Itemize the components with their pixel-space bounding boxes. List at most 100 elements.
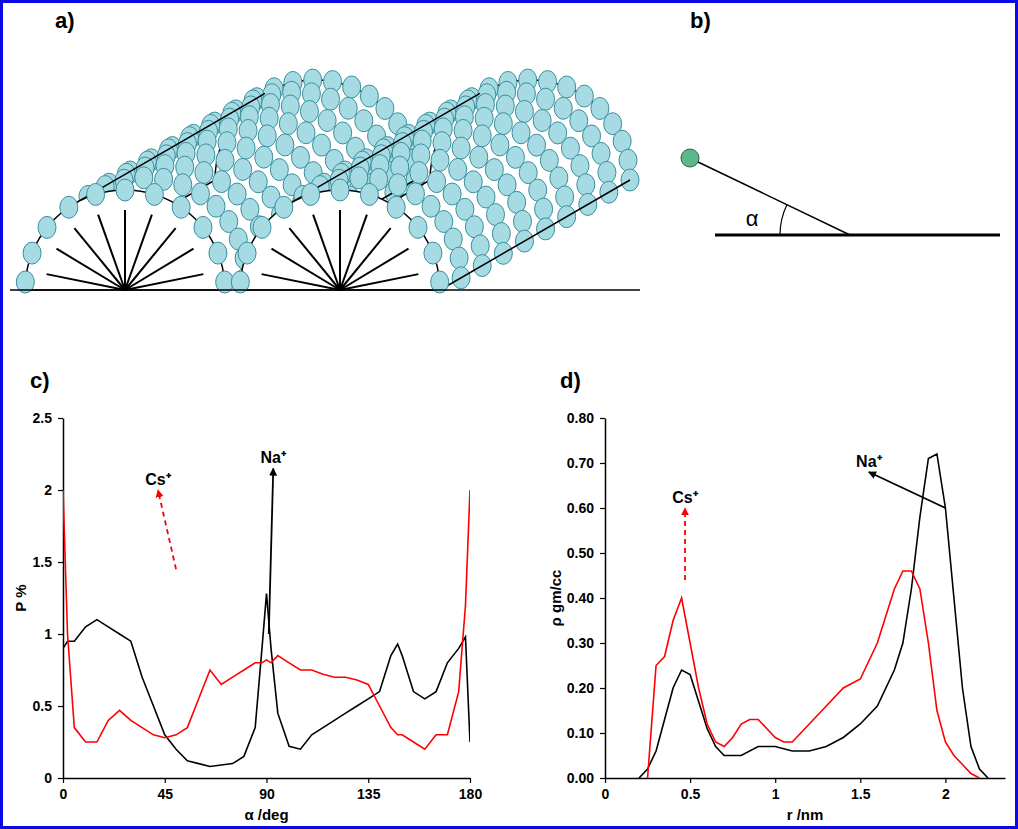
y-tick-mark (600, 643, 605, 644)
head-group (331, 179, 349, 201)
x-tick: 0.5 (681, 778, 701, 802)
y-tick-label: 2.5 (33, 410, 53, 426)
head-group (619, 149, 637, 171)
chart: 00.511.520.000.100.200.300.400.500.600.7… (547, 410, 1006, 823)
head-group (234, 158, 252, 180)
y-tick: 0.50 (567, 545, 605, 561)
x-tick: 1.5 (851, 778, 871, 802)
y-tick-label: 0 (44, 770, 52, 786)
panel-letter: b) (690, 8, 711, 33)
series-line (63, 490, 470, 749)
head-group (409, 216, 427, 238)
y-tick-mark (58, 490, 63, 491)
panel-letter: a) (55, 8, 75, 33)
head-group (387, 196, 405, 218)
y-tick-mark (58, 418, 63, 419)
head-group (213, 171, 231, 193)
x-axis-title: α /deg (244, 806, 288, 823)
head-group (87, 183, 105, 205)
surfactant-tail (125, 215, 152, 290)
panel-letter: d) (560, 368, 581, 393)
head-group (238, 242, 256, 264)
x-tick-mark (775, 778, 776, 783)
y-tick-label: 0.00 (567, 770, 594, 786)
annotation-arrow (269, 468, 274, 634)
base-line (440, 180, 630, 290)
figure-frame (2, 2, 1017, 828)
head-group (513, 210, 531, 232)
head-group (537, 88, 555, 110)
y-tick: 0.80 (567, 410, 605, 426)
annotation-arrow (869, 472, 946, 508)
x-tick: 135 (357, 778, 381, 802)
head-group (410, 162, 428, 184)
x-tick-label: 0.5 (681, 786, 701, 802)
y-tick-label: 0.30 (567, 635, 594, 651)
angle-label: α (746, 206, 759, 231)
y-tick-mark (58, 778, 63, 779)
x-tick-mark (605, 778, 606, 783)
head-group (450, 247, 468, 269)
x-tick-label: 1 (772, 786, 780, 802)
surfactant-tail (340, 274, 418, 290)
y-tick-label: 0.60 (567, 500, 594, 516)
y-tick-label: 0.10 (567, 725, 594, 741)
head-group (174, 174, 192, 196)
x-tick-label: 1.5 (851, 786, 871, 802)
y-tick: 0.20 (567, 680, 605, 696)
head-group (300, 100, 318, 122)
head-group (38, 216, 56, 238)
x-tick-mark (860, 778, 861, 783)
head-group (116, 179, 134, 201)
y-tick-mark (58, 634, 63, 635)
plot-area (639, 454, 988, 778)
panel-b-diagram: α (681, 149, 1000, 235)
x-tick-label: 135 (357, 786, 381, 802)
x-axis-title: r /nm (787, 806, 824, 823)
y-tick: 0.60 (567, 500, 605, 516)
x-tick-label: 90 (259, 786, 275, 802)
surfactant-tail (125, 274, 203, 290)
head-group (172, 196, 190, 218)
hemicylinder (231, 69, 639, 293)
y-tick: 2 (44, 482, 63, 498)
y-tick-label: 0.40 (567, 590, 594, 606)
head-group (255, 146, 273, 168)
series-line (63, 594, 470, 767)
y-tick: 0.40 (567, 590, 605, 606)
figure: a)b)c)d)α0459013518000.511.522.5Na⁺Cs⁺α … (0, 0, 1018, 829)
y-tick: 0.30 (567, 635, 605, 651)
head-group (533, 110, 551, 132)
y-tick: 0.70 (567, 455, 605, 471)
y-tick-mark (600, 733, 605, 734)
head-group (360, 85, 378, 107)
surfactant-tail (74, 228, 125, 290)
surfactant-tail (56, 249, 125, 290)
head-group (23, 242, 41, 264)
head-group (145, 183, 163, 205)
head-group (452, 137, 470, 159)
ground-line (10, 289, 640, 291)
front-face (240, 190, 440, 290)
head-group (191, 183, 209, 205)
y-tick: 0.10 (567, 725, 605, 741)
y-tick-label: 0.5 (33, 698, 53, 714)
y-tick: 2.5 (33, 410, 63, 426)
head-group (681, 149, 699, 167)
head-group (470, 146, 488, 168)
x-tick: 2 (942, 778, 950, 802)
chart: 0459013518000.511.522.5Na⁺Cs⁺α /degP % (12, 410, 482, 823)
y-tick-label: 1 (44, 626, 52, 642)
surface-line (715, 234, 1000, 237)
y-tick: 0.5 (33, 698, 63, 714)
head-group (258, 125, 276, 147)
y-tick-label: 0.80 (567, 410, 594, 426)
annotation-arrow (684, 508, 686, 580)
x-axis: 04590135180 (60, 778, 483, 802)
y-tick-label: 0.50 (567, 545, 594, 561)
head-group (424, 242, 442, 264)
head-group (195, 162, 213, 184)
y-tick-mark (600, 598, 605, 599)
head-group (556, 186, 574, 208)
x-tick-label: 45 (157, 786, 173, 802)
